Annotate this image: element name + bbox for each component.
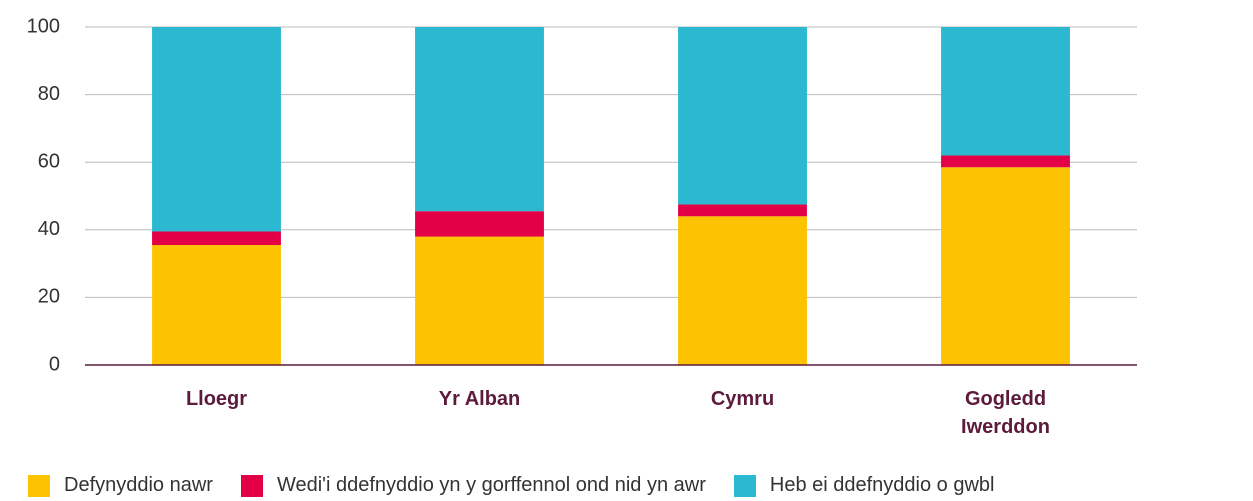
x-tick-label: Lloegr (185, 388, 248, 410)
bar-segment (678, 216, 807, 365)
bar-segment (152, 231, 281, 246)
legend-item: Wedi'i ddefnyddio yn y gorffennol ond ni… (240, 474, 706, 497)
legend-label: Defynyddio nawr (64, 474, 213, 496)
x-tick-label: Yr Alban (438, 388, 521, 410)
y-tick-label: 80 (38, 83, 60, 105)
x-tick-label: Gogledd Iwerddon (961, 388, 1050, 438)
legend-swatch (733, 474, 756, 497)
y-tick-label: 0 (49, 353, 60, 375)
y-tick-label: 60 (38, 150, 60, 172)
bar-segment (678, 204, 807, 217)
legend-item: Defynyddio nawr (28, 474, 213, 497)
bar-segment (415, 27, 544, 212)
y-tick-label: 20 (38, 286, 60, 308)
bar-segment (415, 236, 544, 365)
bar-segment (415, 211, 544, 237)
bar-segment (941, 155, 1070, 168)
legend: Defynyddio nawr Wedi'i ddefnyddio yn y go… (28, 474, 1022, 497)
legend-swatch (28, 474, 50, 497)
bar-segment (941, 27, 1070, 156)
legend-label: Heb ei ddefnyddio o gwbl (769, 474, 995, 496)
bar-segment (152, 245, 281, 365)
y-tick-label: 40 (38, 218, 60, 240)
bar-segment (152, 27, 281, 232)
legend-label: Wedi'i ddefnyddio yn y gorffennol ond ni… (276, 474, 706, 496)
y-tick-label: 100 (27, 15, 60, 37)
chart: 0 20 40 60 80 100 (27, 15, 1137, 375)
bar-segment (941, 167, 1070, 365)
x-tick-label: Cymru (710, 388, 775, 410)
legend-item: Heb ei ddefnyddio o gwbl (733, 474, 995, 497)
legend-swatch (240, 474, 263, 497)
bar-segment (678, 27, 807, 205)
